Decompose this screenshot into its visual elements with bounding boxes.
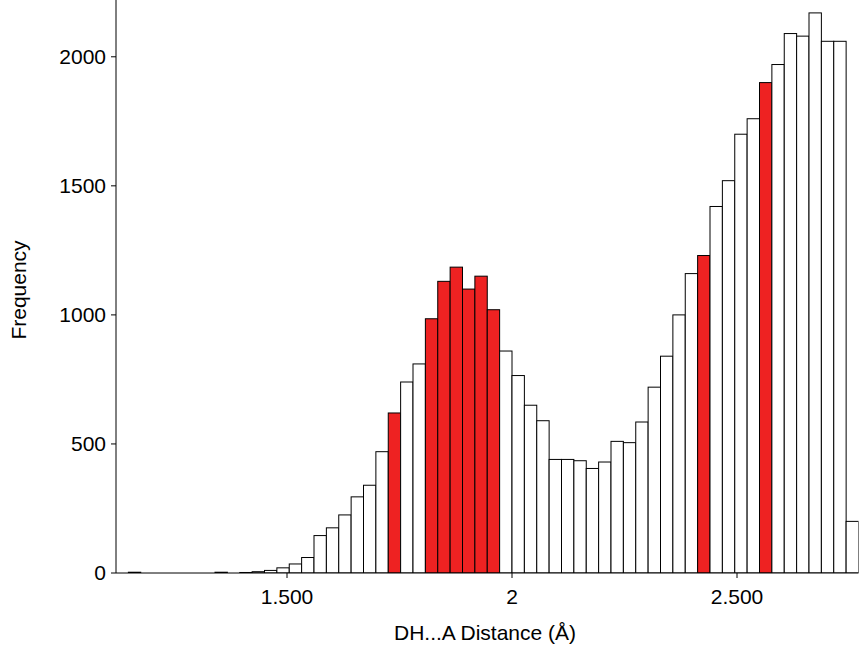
y-tick <box>111 56 116 57</box>
y-axis <box>116 0 117 573</box>
x-axis <box>116 573 859 574</box>
x-axis-label: DH...A Distance (Å) <box>394 621 576 644</box>
bar <box>277 568 289 573</box>
bar <box>760 83 772 573</box>
x-tick-label: 1.500 <box>261 585 314 608</box>
x-tick <box>512 573 513 578</box>
bar <box>797 36 809 573</box>
x-tick <box>287 573 288 578</box>
chart: 0 500 1000 1500 2000 1.500 2 2.500 DH...A Distan… <box>0 0 863 651</box>
bar <box>809 13 821 573</box>
bar <box>623 443 635 573</box>
bar <box>685 274 697 573</box>
bar <box>636 422 648 573</box>
bar <box>772 65 784 573</box>
bar <box>586 468 598 573</box>
y-tick-label: 0 <box>94 561 106 584</box>
bar <box>463 289 475 573</box>
bar <box>438 281 450 573</box>
bar <box>339 515 351 573</box>
y-tick <box>111 185 116 186</box>
bar <box>537 421 549 573</box>
x-tick-label: 2.500 <box>711 585 764 608</box>
bar <box>376 452 388 573</box>
bar <box>425 319 437 573</box>
bar <box>735 134 747 573</box>
bar <box>599 462 611 573</box>
bar <box>784 34 796 573</box>
bar <box>722 181 734 573</box>
bar <box>661 356 673 573</box>
bar <box>524 405 536 573</box>
bar <box>475 276 487 573</box>
y-tick <box>111 443 116 444</box>
y-tick <box>111 314 116 315</box>
bar <box>673 315 685 573</box>
bar <box>648 387 660 573</box>
bar <box>351 497 363 573</box>
y-tick-label: 2000 <box>59 45 106 68</box>
y-tick-label: 500 <box>71 432 106 455</box>
bar <box>314 536 326 573</box>
bar <box>747 119 759 573</box>
bar <box>388 413 400 573</box>
bar <box>846 521 858 573</box>
y-tick <box>111 573 116 574</box>
bar <box>562 459 574 573</box>
bar <box>289 564 301 573</box>
bar <box>611 441 623 573</box>
bar <box>549 459 561 573</box>
bar <box>302 558 314 573</box>
bar <box>710 206 722 573</box>
bar <box>487 310 499 573</box>
y-tick-label: 1500 <box>59 174 106 197</box>
x-tick-label: 2 <box>506 585 518 608</box>
bar <box>698 256 710 573</box>
bar <box>512 376 524 573</box>
bar <box>500 351 512 573</box>
x-tick <box>737 573 738 578</box>
y-axis-label: Frequency <box>7 240 30 340</box>
y-tick-label: 1000 <box>59 303 106 326</box>
bar <box>834 41 846 573</box>
bars <box>128 13 858 573</box>
bar <box>574 461 586 573</box>
bar <box>364 485 376 573</box>
bar <box>450 267 462 573</box>
bar <box>821 41 833 573</box>
bar <box>413 364 425 573</box>
bar <box>326 528 338 573</box>
bar <box>401 382 413 573</box>
